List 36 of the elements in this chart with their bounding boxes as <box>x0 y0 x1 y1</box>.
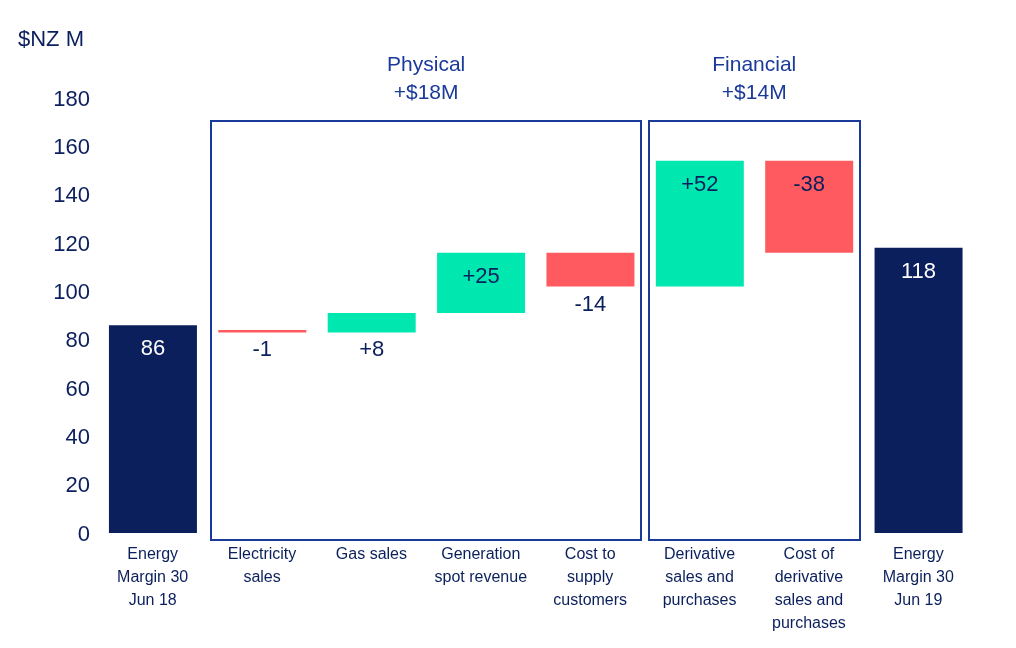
annotation: Financial +$14M <box>712 51 797 105</box>
bar <box>546 252 635 287</box>
y-tick-label: 20 <box>65 472 90 498</box>
y-tick-label: 100 <box>53 279 90 305</box>
data-label: -38 <box>793 170 826 196</box>
data-label: -14 <box>574 290 607 316</box>
y-tick-label: 180 <box>53 85 90 111</box>
x-tick-label: Energy Margin 30 Jun 18 <box>117 545 189 608</box>
data-label: +25 <box>462 262 500 288</box>
data-label: 86 <box>140 335 166 361</box>
y-tick-label: 160 <box>53 134 90 160</box>
data-label: -1 <box>252 336 273 362</box>
bar <box>765 160 854 253</box>
bar <box>655 160 744 287</box>
data-label: +52 <box>681 170 719 196</box>
x-tick-label: Cost of derivative sales and purchases <box>772 545 846 631</box>
x-tick-label: Generation spot revenue <box>434 545 528 585</box>
data-label: +8 <box>359 336 385 362</box>
x-tick-label: Electricity sales <box>227 545 297 585</box>
annotation: Physical +$18M <box>387 51 466 105</box>
y-tick-label: 140 <box>53 182 90 208</box>
bar <box>108 325 197 533</box>
y-tick-label: 40 <box>65 424 90 450</box>
data-label: 118 <box>901 257 937 283</box>
bar <box>437 252 526 314</box>
x-tick-label: Gas sales <box>335 545 408 562</box>
bar <box>874 247 963 533</box>
x-tick-label: Cost to supply customers <box>553 545 628 608</box>
y-tick-label: 80 <box>65 327 90 353</box>
y-axis-title: $NZ M <box>18 26 84 52</box>
y-tick-label: 60 <box>65 375 90 401</box>
x-tick-label: Derivative sales and purchases <box>662 545 737 608</box>
y-tick-label: 0 <box>77 520 90 546</box>
bar <box>327 313 416 333</box>
y-tick-label: 120 <box>53 230 90 256</box>
x-tick-label: Energy Margin 30 Jun 19 <box>882 545 954 608</box>
